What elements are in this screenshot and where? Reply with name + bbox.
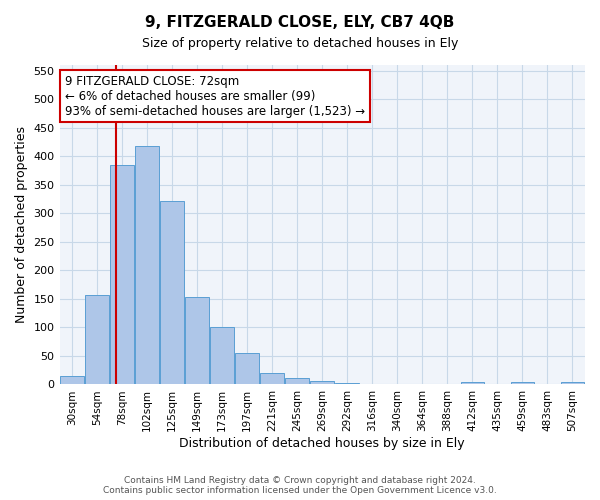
Bar — [560, 382, 584, 384]
Bar — [85, 295, 109, 384]
Bar — [210, 328, 234, 384]
Bar — [286, 378, 309, 384]
Bar — [235, 353, 259, 384]
Text: Contains HM Land Registry data © Crown copyright and database right 2024.
Contai: Contains HM Land Registry data © Crown c… — [103, 476, 497, 495]
Bar — [511, 382, 535, 384]
Bar — [110, 165, 134, 384]
Text: 9, FITZGERALD CLOSE, ELY, CB7 4QB: 9, FITZGERALD CLOSE, ELY, CB7 4QB — [145, 15, 455, 30]
Bar — [185, 297, 209, 384]
Bar — [160, 201, 184, 384]
Bar — [260, 373, 284, 384]
Y-axis label: Number of detached properties: Number of detached properties — [15, 126, 28, 323]
Text: Size of property relative to detached houses in Ely: Size of property relative to detached ho… — [142, 38, 458, 51]
Bar — [461, 382, 484, 384]
Text: 9 FITZGERALD CLOSE: 72sqm
← 6% of detached houses are smaller (99)
93% of semi-d: 9 FITZGERALD CLOSE: 72sqm ← 6% of detach… — [65, 74, 365, 118]
Bar — [310, 381, 334, 384]
X-axis label: Distribution of detached houses by size in Ely: Distribution of detached houses by size … — [179, 437, 465, 450]
Bar — [135, 146, 159, 384]
Bar — [60, 376, 84, 384]
